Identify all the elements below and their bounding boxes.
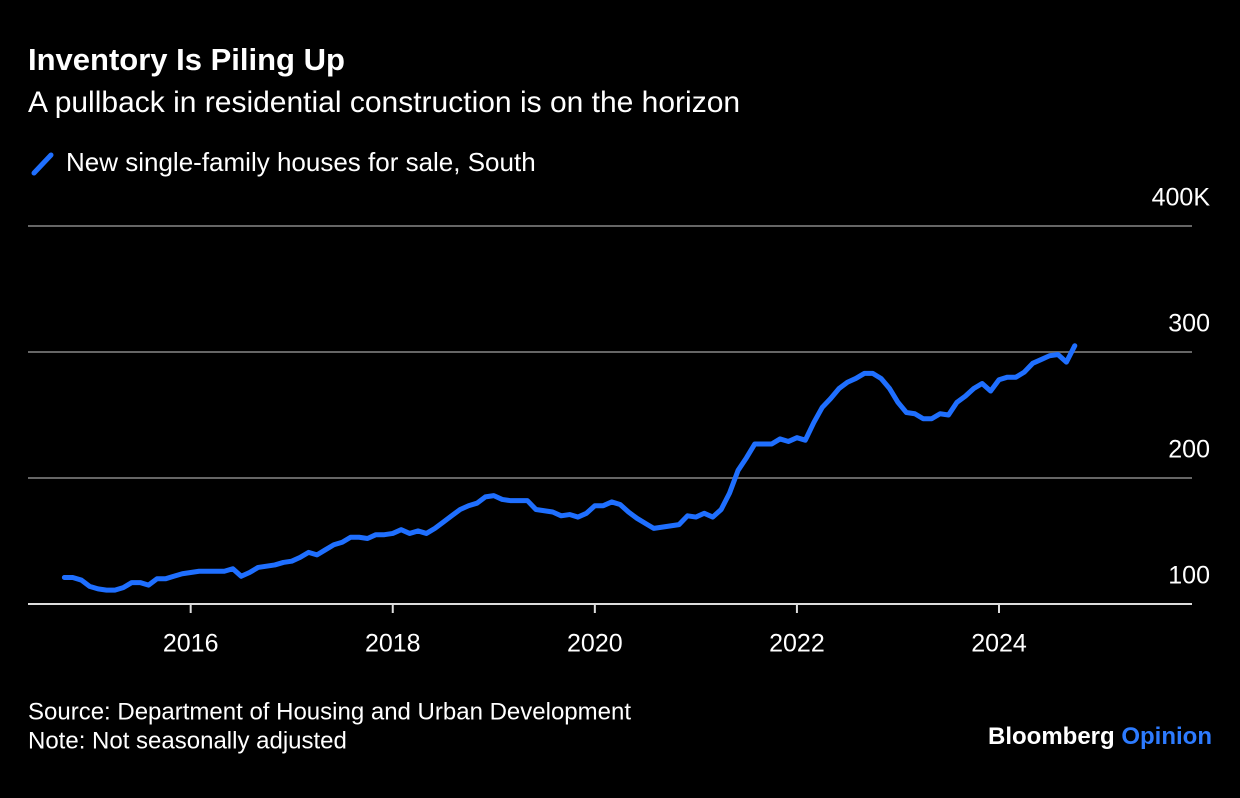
y-tick-label: 100 — [1168, 562, 1210, 590]
chart-title: Inventory Is Piling Up — [28, 42, 345, 77]
chart-subtitle: A pullback in residential construction i… — [28, 86, 740, 119]
y-tick-label: 300 — [1168, 310, 1210, 338]
source: Source: Department of Housing and Urban … — [28, 698, 631, 725]
x-tick-label: 2018 — [365, 630, 421, 658]
x-tick-label: 2016 — [163, 630, 219, 658]
y-tick-label: 200 — [1168, 436, 1210, 464]
legend-swatch — [31, 152, 54, 176]
brand: Bloomberg Opinion — [988, 723, 1212, 750]
y-tick-label: 400K — [1152, 184, 1211, 212]
brand-section: Opinion — [1121, 723, 1212, 750]
x-tick-label: 2024 — [971, 630, 1027, 658]
x-tick-label: 2020 — [567, 630, 623, 658]
note: Note: Not seasonally adjusted — [28, 727, 347, 754]
legend-label: New single-family houses for sale, South — [66, 147, 536, 177]
x-tick-label: 2022 — [769, 630, 825, 658]
series-line — [61, 343, 1078, 593]
brand-name: Bloomberg — [988, 723, 1115, 750]
